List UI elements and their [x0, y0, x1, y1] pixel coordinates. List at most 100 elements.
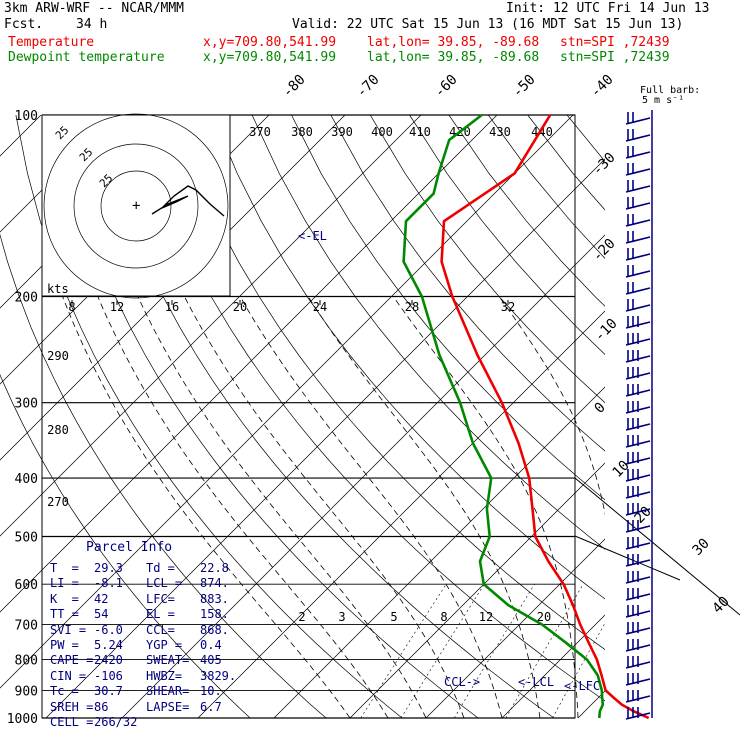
- pressure-label: 500: [15, 530, 38, 545]
- parcel-key: SHEAR=: [146, 684, 190, 699]
- isotherm-label: -60: [432, 72, 461, 101]
- isotherm-label: 40: [710, 594, 733, 617]
- wind-speed-label: 16: [165, 300, 179, 314]
- theta-label: 270: [47, 495, 69, 509]
- parcel-value: 30.7: [94, 684, 123, 699]
- pressure-label: 600: [15, 578, 38, 593]
- parcel-value: 22.8: [200, 561, 229, 575]
- parcel-info-box: Parcel Info T = 29.3 Td = 22.8 LI = -8.1 LCL =…: [44, 538, 236, 728]
- dewpoint-latlon: lat,lon= 39.85, -89.68: [367, 50, 540, 65]
- isotherm-label: -40: [588, 72, 617, 101]
- wind-speed-label: 24: [313, 300, 327, 314]
- wind-barb-staff: [625, 253, 651, 261]
- parcel-value: 883.: [200, 591, 229, 606]
- moist-adiabat: [392, 296, 579, 718]
- parcel-value: 2420: [94, 653, 123, 668]
- dry-adiabat: [606, 115, 740, 718]
- pressure-label: 700: [15, 619, 38, 634]
- isotherm-line: [654, 115, 740, 718]
- hodograph-trace: [151, 185, 225, 217]
- parcel-value: -8.1: [94, 576, 123, 591]
- dry-adiabat: [685, 115, 740, 718]
- pressure-label: 900: [15, 684, 38, 699]
- parcel-value: 5.24: [94, 638, 123, 652]
- header: 3km ARW-WRF -- NCAR/MMM Init: 12 UTC Fri…: [0, 0, 740, 70]
- forecast-label: Fcst.: [4, 17, 44, 32]
- dry-adiabat: [0, 373, 251, 718]
- dewpoint-xy: x,y=709.80,541.99: [203, 50, 337, 65]
- wind-speed-label: 12: [110, 300, 124, 314]
- parcel-key: SVI =: [50, 622, 87, 637]
- isotherm-label: 10: [610, 458, 633, 481]
- mixing-ratio-label: 5: [390, 610, 397, 624]
- parcel-value: 0.4: [200, 638, 222, 652]
- barb-frame-line: [574, 477, 740, 616]
- parcel-value: 266/32: [94, 715, 138, 729]
- parcel-value: -106: [94, 668, 123, 683]
- temperature-xy: x,y=709.80,541.99: [203, 35, 337, 50]
- isotherm-label: 30: [690, 536, 713, 559]
- plot-area: [0, 115, 740, 718]
- isotherm-label: 0: [592, 400, 609, 417]
- valid-time: Valid: 22 UTC Sat 15 Jun 13 (16 MDT Sat …: [292, 17, 684, 32]
- dry-adiabat: [725, 115, 740, 718]
- level-annotation: <-LFC: [564, 679, 600, 693]
- level-annotation: <-EL: [298, 229, 327, 243]
- hodograph-ring: [100, 170, 172, 242]
- level-annotation: CCL->: [444, 675, 480, 689]
- hodograph-box: [41, 114, 231, 297]
- parcel-key: LI =: [50, 576, 79, 591]
- parcel-key: CCL=: [146, 622, 175, 637]
- isotherm-line: [121, 234, 605, 718]
- parcel-value: 3829.: [200, 668, 237, 683]
- wind-barb-staff: [625, 134, 651, 142]
- temperature-legend: Temperature: [8, 35, 95, 50]
- dewpoint-profile: [402, 113, 605, 719]
- parcel-value: 86: [94, 699, 109, 714]
- parcel-key: CELL =: [50, 715, 94, 729]
- wind-barb-staff: [625, 287, 651, 295]
- pressure-label: 400: [15, 472, 38, 487]
- mixing-ratio-label: 12: [479, 610, 493, 624]
- parcel-value: 29.3: [94, 561, 123, 575]
- wind-barb-staff: [625, 151, 651, 159]
- parcel-value: 54: [94, 607, 109, 622]
- mixing-ratio-label: 2: [298, 610, 305, 624]
- parcel-value: 405: [200, 653, 222, 668]
- isotherm-label: -50: [510, 72, 539, 101]
- parcel-key: PW =: [50, 638, 79, 652]
- isotherm-label: -20: [590, 236, 619, 265]
- mixing-ratio-label: 8: [440, 610, 447, 624]
- parcel-key: CIN =: [50, 668, 87, 683]
- init-time: Init: 12 UTC Fri 14 Jun 13: [506, 1, 710, 16]
- plot-frame: [41, 114, 576, 719]
- isotherm-label: -30: [590, 150, 619, 179]
- wind-speed-label: 20: [233, 300, 247, 314]
- barb-legend-line1: Full barb:: [640, 85, 700, 96]
- pressure-label: 200: [15, 291, 38, 306]
- wind-barb-staff: [625, 185, 651, 193]
- parcel-value: 42: [94, 591, 109, 606]
- mixing-ratio-line: [400, 584, 485, 718]
- mixing-ratio-label: 20: [537, 610, 551, 624]
- isotherm-line: [0, 115, 498, 613]
- dry-adiabat: [330, 115, 605, 452]
- dry-adiabat: [133, 115, 605, 702]
- hodograph-center: +: [132, 198, 140, 214]
- dewpoint-station: stn=SPI ,72439: [560, 50, 670, 65]
- temperature-profile: [440, 114, 650, 720]
- theta-label: 370: [249, 125, 271, 139]
- dry-adiabat: [646, 115, 740, 718]
- isotherm-line: [501, 614, 605, 718]
- dry-adiabat: [527, 115, 605, 211]
- parcel-value: 10.: [200, 684, 222, 699]
- wind-barb-staff: [625, 168, 651, 176]
- isotherm-label: -70: [354, 72, 383, 101]
- dry-adiabat: [0, 233, 327, 718]
- mixing-ratio-label: 3: [338, 610, 345, 624]
- moist-adiabat: [97, 296, 389, 718]
- dry-adiabat: [291, 115, 605, 501]
- parcel-key: T =: [50, 561, 79, 575]
- isotherm-line: [0, 115, 422, 537]
